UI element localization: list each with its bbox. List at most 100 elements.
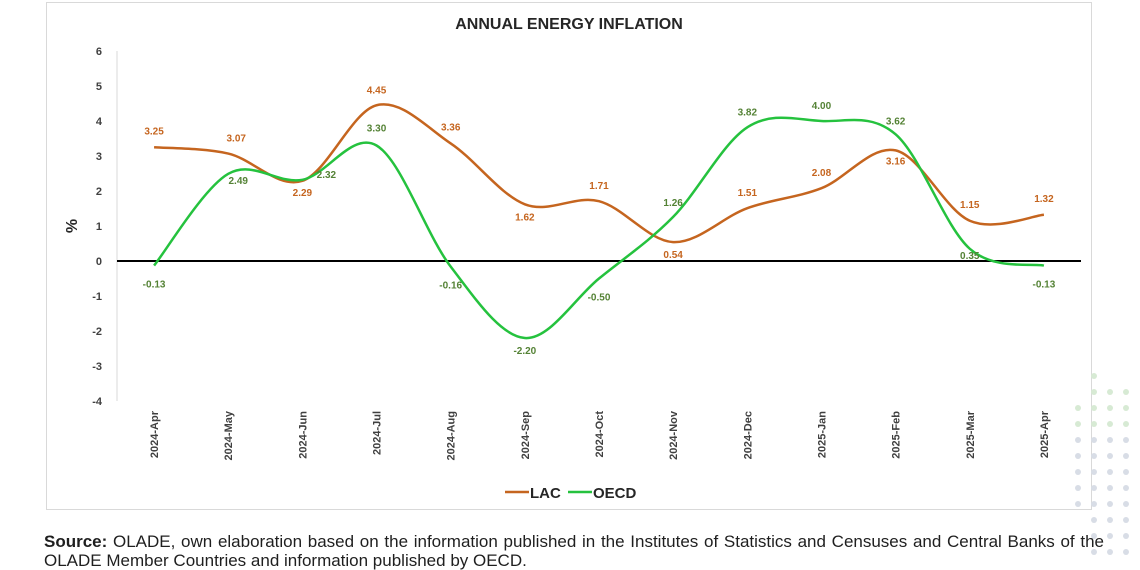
decor-dot — [1075, 485, 1081, 491]
x-tick-label: 2024-Apr — [149, 410, 161, 458]
source-label: Source: — [44, 532, 108, 551]
decor-dot — [1075, 453, 1081, 459]
decor-dot — [1123, 405, 1129, 411]
decor-dot — [1107, 517, 1113, 523]
decor-dot — [1107, 405, 1113, 411]
data-label-lac: 2.08 — [812, 168, 832, 179]
data-label-lac: 1.62 — [515, 212, 535, 223]
x-tick-label: 2025-Mar — [965, 410, 977, 458]
legend-label-oecd: OECD — [593, 485, 637, 502]
x-tick-label: 2024-Jun — [297, 411, 309, 459]
decor-dot — [1075, 437, 1081, 443]
y-tick-label: 1 — [96, 221, 102, 233]
y-tick-label: 6 — [96, 46, 102, 58]
decor-dot — [1091, 421, 1097, 427]
series-lines — [153, 103, 1045, 340]
chart-title: ANNUAL ENERGY INFLATION — [455, 16, 683, 33]
decor-dot — [1123, 501, 1129, 507]
decor-dot — [1123, 549, 1129, 555]
axes: 6 5 4 3 2 1 0 -1 -2 -3 -4 2024-Apr 2024-May 2024-Jun 2… — [92, 46, 1081, 461]
y-tick-label: -1 — [92, 291, 102, 303]
data-label-oecd: -0.13 — [1033, 280, 1056, 291]
decor-dot — [1123, 533, 1129, 539]
decor-dot — [1123, 453, 1129, 459]
decor-dot — [1107, 485, 1113, 491]
y-tick-label: 3 — [96, 151, 102, 163]
decor-dot — [1091, 373, 1097, 379]
data-label-oecd: 4.00 — [812, 101, 832, 112]
x-tick-label: 2025-Feb — [891, 411, 903, 459]
decor-dot — [1107, 421, 1113, 427]
x-tick-label: 2024-Sep — [520, 411, 532, 460]
decor-dot — [1107, 533, 1113, 539]
y-tick-label: 0 — [96, 256, 102, 268]
data-label-lac: 2.29 — [293, 188, 313, 199]
x-tick-label: 2024-Dec — [742, 411, 754, 459]
data-label-oecd: 3.82 — [738, 107, 758, 118]
decor-dot — [1107, 453, 1113, 459]
decor-dot — [1123, 421, 1129, 427]
decor-dot — [1107, 469, 1113, 475]
data-label-oecd: 2.49 — [228, 176, 248, 187]
decor-dot — [1123, 517, 1129, 523]
decor-dot — [1075, 469, 1081, 475]
line-chart: ANNUAL ENERGY INFLATION % 6 5 4 3 2 1 0 -1 -2 -3 -… — [64, 16, 1081, 502]
source-note: Source: OLADE, own elaboration based on … — [44, 532, 1104, 570]
decor-dot — [1075, 421, 1081, 427]
decor-dot — [1123, 485, 1129, 491]
decor-dot — [1107, 437, 1113, 443]
chart-frame: ANNUAL ENERGY INFLATION % 6 5 4 3 2 1 0 -1 -2 -3 -… — [46, 2, 1092, 510]
decor-dot — [1091, 517, 1097, 523]
data-label-oecd: 0.35 — [960, 251, 980, 262]
data-label-oecd: 3.30 — [367, 124, 387, 135]
decor-dot — [1091, 549, 1097, 555]
data-label-lac: 3.07 — [226, 134, 246, 145]
x-tick-label: 2024-Jul — [372, 411, 384, 455]
legend: LAC OECD — [505, 485, 637, 502]
data-label-lac: 4.45 — [367, 85, 387, 96]
decor-dot — [1123, 437, 1129, 443]
decor-dot — [1107, 549, 1113, 555]
x-tick-label: 2025-Jan — [816, 411, 828, 458]
x-tick-label: 2024-Nov — [668, 410, 680, 460]
decor-dot — [1091, 437, 1097, 443]
decor-dot — [1123, 469, 1129, 475]
data-label-lac: 1.71 — [589, 181, 609, 192]
data-label-lac: 1.51 — [738, 188, 758, 199]
y-axis-label: % — [64, 219, 81, 233]
data-label-lac: 3.36 — [441, 122, 461, 133]
data-label-lac: 1.15 — [960, 200, 980, 211]
decor-dot — [1075, 405, 1081, 411]
data-label-lac: 3.16 — [886, 156, 906, 167]
decor-dot — [1123, 389, 1129, 395]
y-tick-label: 4 — [96, 116, 103, 128]
x-tick-label: 2025-Apr — [1039, 410, 1051, 458]
decor-dot — [1107, 389, 1113, 395]
y-tick-label: -3 — [92, 361, 102, 373]
x-tick-label: 2024-Aug — [446, 411, 458, 461]
data-label-oecd: -0.16 — [439, 281, 462, 292]
data-labels: 3.25 3.07 2.29 4.45 3.36 1.62 1.71 0.54 1.51 2.08… — [143, 85, 1056, 357]
data-label-oecd: -2.20 — [513, 346, 536, 357]
data-label-oecd: -0.50 — [588, 293, 611, 304]
data-label-lac: 0.54 — [663, 250, 683, 261]
source-text: OLADE, own elaboration based on the info… — [44, 532, 1104, 570]
data-label-lac: 3.25 — [144, 126, 164, 137]
decor-dot — [1091, 389, 1097, 395]
data-label-oecd: 3.62 — [886, 116, 906, 127]
y-tick-label: 5 — [96, 81, 102, 93]
decor-dot — [1075, 501, 1081, 507]
series-line-oecd — [153, 116, 1045, 340]
decor-dot — [1091, 453, 1097, 459]
data-label-oecd: -0.13 — [143, 280, 166, 291]
decor-dot — [1091, 405, 1097, 411]
decor-dot — [1091, 533, 1097, 539]
x-tick-label: 2024-May — [223, 410, 235, 460]
legend-label-lac: LAC — [530, 485, 561, 502]
decor-dot — [1107, 501, 1113, 507]
y-tick-label: -2 — [92, 326, 102, 338]
y-tick-label: 2 — [96, 186, 102, 198]
data-label-lac: 1.32 — [1034, 194, 1054, 205]
decor-dot — [1091, 501, 1097, 507]
